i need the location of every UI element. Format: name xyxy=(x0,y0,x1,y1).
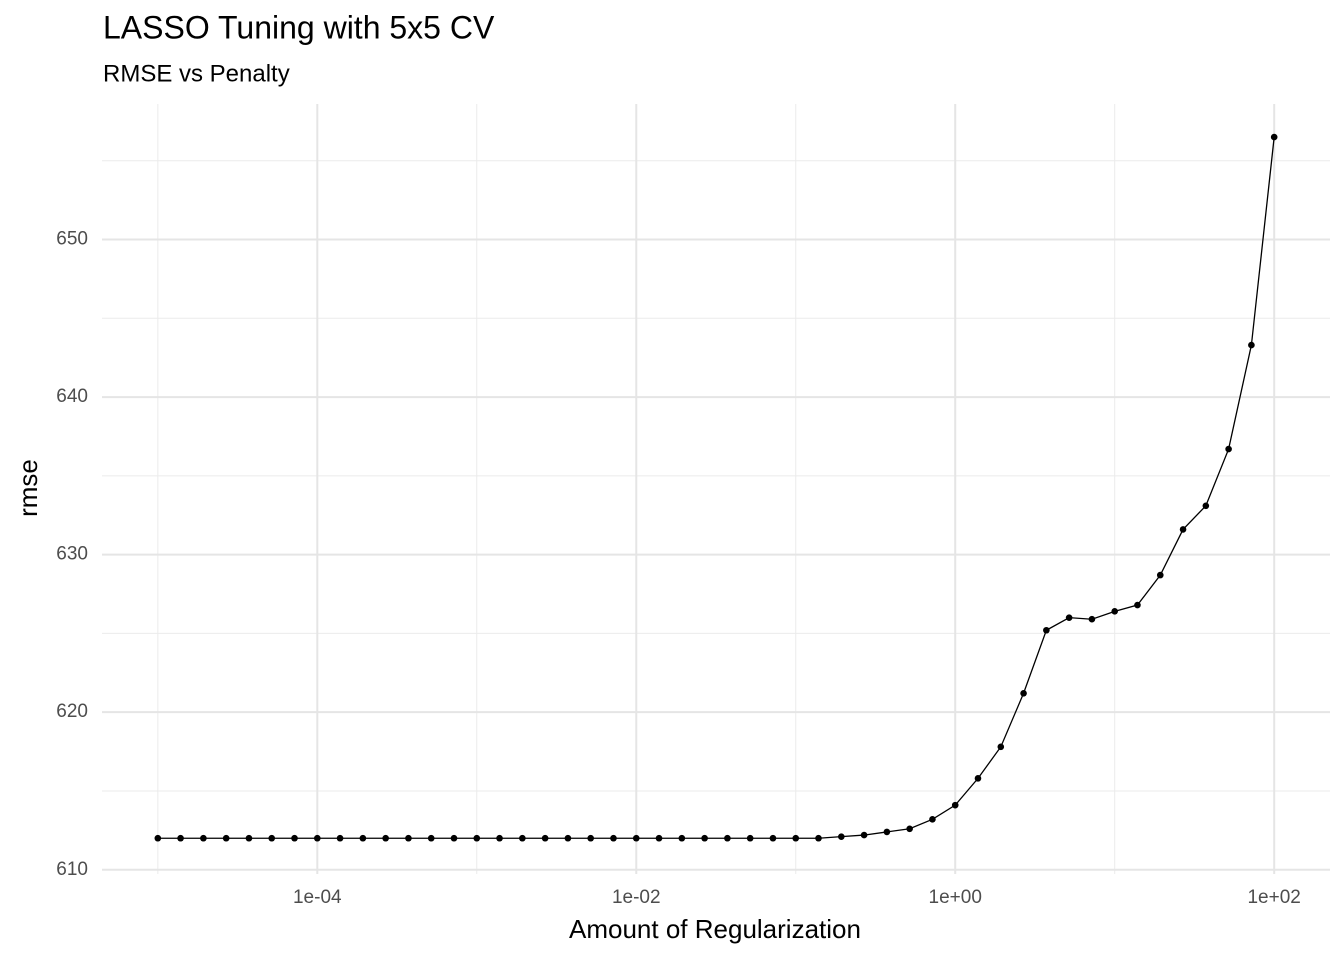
point xyxy=(1225,445,1232,453)
x-axis-title: Amount of Regularization xyxy=(569,914,861,944)
point xyxy=(1202,502,1210,510)
point xyxy=(427,834,435,842)
point xyxy=(1065,614,1073,621)
point xyxy=(1179,526,1187,533)
point xyxy=(951,801,959,809)
point xyxy=(815,834,822,842)
point xyxy=(382,834,389,842)
point xyxy=(291,834,298,842)
point xyxy=(268,834,276,842)
y-tick-label: 640 xyxy=(56,386,88,407)
x-tick-label: 1e-04 xyxy=(293,887,342,908)
point xyxy=(974,775,982,782)
point xyxy=(405,834,412,842)
point xyxy=(769,834,777,842)
y-axis-title: rmse xyxy=(13,459,43,517)
point xyxy=(1043,626,1050,634)
chart-subtitle: RMSE vs Penalty xyxy=(103,60,290,87)
point xyxy=(883,828,891,836)
point xyxy=(610,834,617,842)
point xyxy=(222,834,230,842)
point xyxy=(838,833,845,840)
point xyxy=(1020,689,1027,697)
y-tick-label: 650 xyxy=(56,229,88,250)
point xyxy=(359,834,367,842)
point xyxy=(1088,615,1096,623)
point xyxy=(746,834,754,842)
point xyxy=(245,834,253,842)
x-tick-label: 1e+02 xyxy=(1247,887,1300,908)
point xyxy=(564,834,572,842)
point xyxy=(1111,608,1119,615)
point xyxy=(1156,571,1164,579)
point xyxy=(929,816,936,823)
point xyxy=(496,834,503,842)
point xyxy=(177,834,184,842)
point xyxy=(724,834,731,842)
point xyxy=(336,834,344,842)
point xyxy=(860,831,868,839)
point xyxy=(519,834,526,842)
chart-title: LASSO Tuning with 5x5 CV xyxy=(103,9,495,45)
point xyxy=(792,834,800,842)
point xyxy=(701,834,708,842)
point xyxy=(632,834,640,842)
point xyxy=(997,743,1005,751)
point xyxy=(1270,133,1278,141)
point xyxy=(473,834,481,842)
point xyxy=(1134,601,1141,609)
point xyxy=(541,834,549,842)
line xyxy=(157,137,1275,839)
point xyxy=(906,825,913,833)
point xyxy=(655,834,663,842)
point xyxy=(587,834,594,842)
y-tick-label: 630 xyxy=(56,544,88,565)
point xyxy=(678,834,686,842)
point xyxy=(200,834,207,842)
point xyxy=(313,834,321,842)
x-tick-label: 1e-02 xyxy=(612,887,661,908)
x-tick-label: 1e+00 xyxy=(929,887,982,908)
point xyxy=(1248,341,1255,349)
point xyxy=(450,834,458,842)
point xyxy=(154,834,162,842)
y-tick-label: 610 xyxy=(56,859,88,880)
y-tick-label: 620 xyxy=(56,701,88,722)
